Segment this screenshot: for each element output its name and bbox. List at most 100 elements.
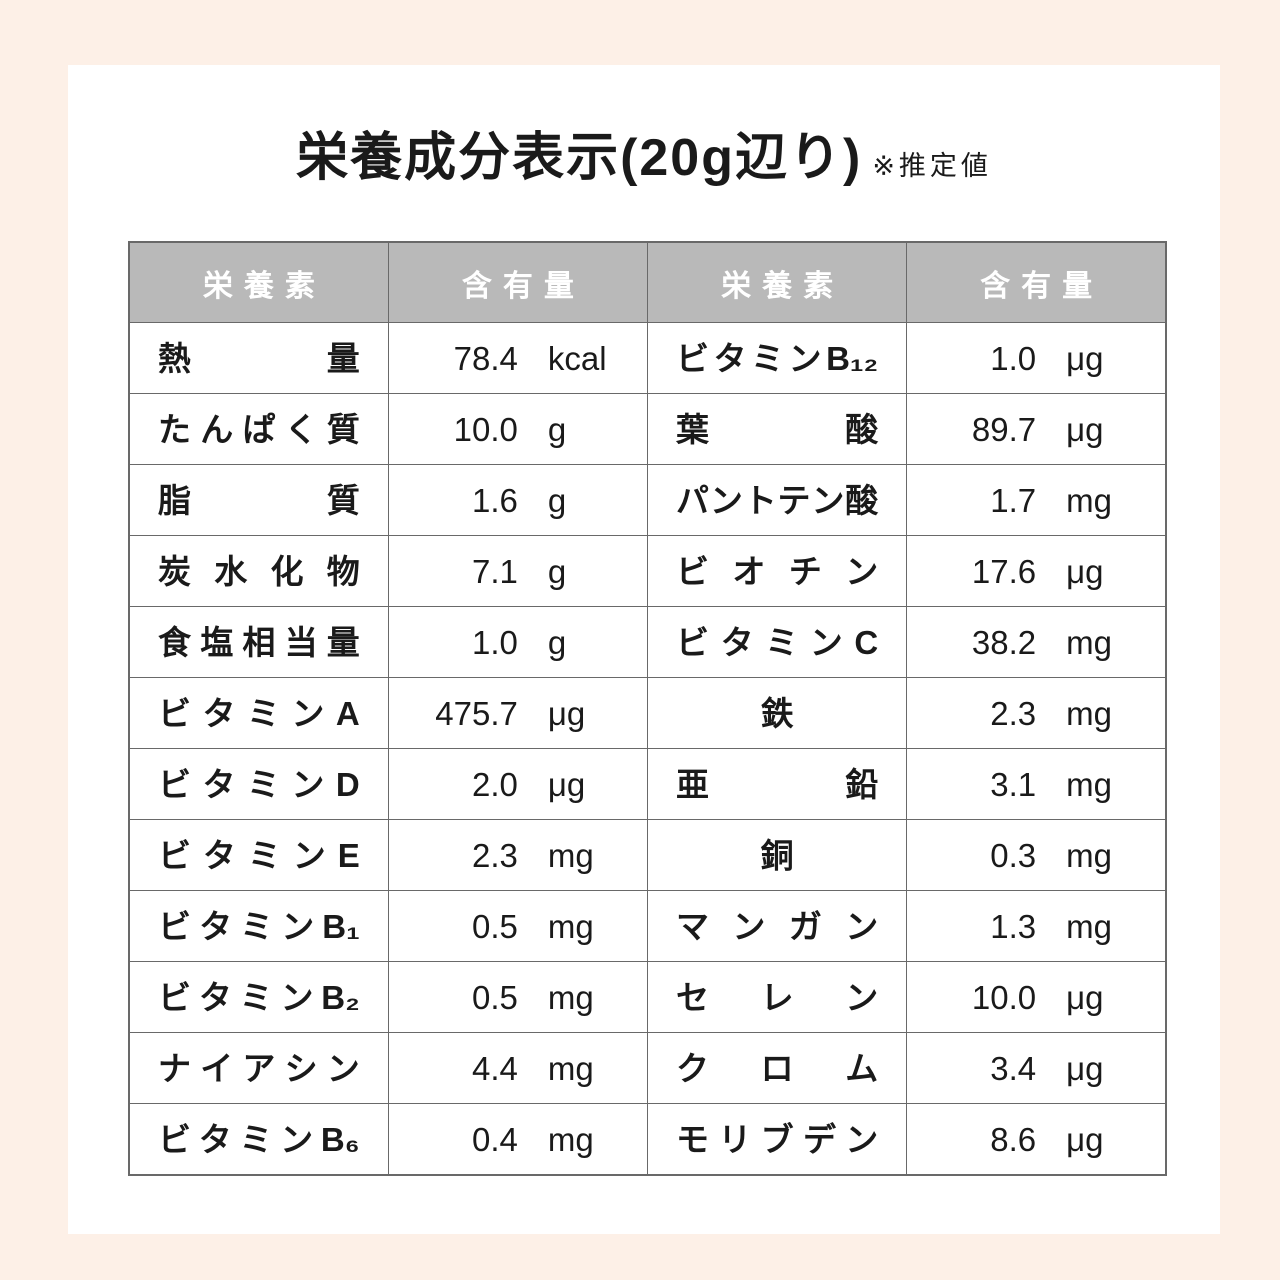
amount-unit: mg: [1066, 481, 1112, 519]
nutrient-name-char: ビ: [158, 978, 191, 1016]
nutrient-name-char: ミ: [246, 765, 280, 803]
nutrient-name-char: ぱ: [242, 410, 276, 448]
amount-value: 3.4: [990, 1049, 1037, 1087]
amount-value: 1.0: [472, 623, 518, 661]
nutrient-name-char: 酸: [845, 481, 879, 519]
nutrient-name-char: オ: [732, 552, 766, 590]
amount: 38.2 mg: [907, 626, 1165, 659]
nutrient-name-char: タ: [713, 339, 747, 377]
nutrient-name-char: 質: [326, 410, 360, 448]
amount: 2.3 mg: [907, 697, 1165, 730]
amount-unit: mg: [547, 907, 594, 945]
amount-cell: 1.3 mg: [906, 890, 1167, 962]
nutrient-name-char: ビ: [158, 765, 191, 803]
nutrient-name-cell: 熱量: [128, 322, 389, 394]
nutrient-name-char: ビ: [676, 552, 709, 590]
amount: 0.4 mg: [389, 1123, 647, 1156]
nutrient-name-char: 化: [270, 552, 304, 590]
amount-cell: 0.4 mg: [387, 1103, 649, 1176]
amount-cell: 2.3 mg: [387, 819, 649, 891]
amount-value: 78.4: [453, 339, 518, 377]
nutrient-name: ビオチン: [648, 555, 906, 588]
nutrient-name-cell: ビタミン B₁₂: [646, 322, 908, 394]
amount: 3.4 μg: [907, 1052, 1165, 1085]
nutrient-name-char: タ: [199, 907, 233, 945]
amount-cell: 8.6 μg: [906, 1103, 1167, 1176]
nutrient-name-char: ン: [280, 1120, 314, 1158]
amount-unit: mg: [1066, 694, 1112, 732]
amount-cell: 4.4 mg: [387, 1032, 649, 1104]
nutrient-name-cell: ナイアシン: [128, 1032, 389, 1104]
nutrient-name-char: ン: [845, 978, 879, 1016]
amount-value: 7.1: [472, 552, 518, 590]
table-row: ビタミン E 2.3 mg 銅 0.3 mg: [128, 819, 1167, 891]
amount-cell: 1.6 g: [387, 464, 649, 536]
amount-cell: 10.0 μg: [906, 961, 1167, 1033]
nutrient-name: 葉酸: [648, 413, 906, 446]
nutrient-name-char: ン: [280, 978, 314, 1016]
amount-value: 0.4: [472, 1120, 518, 1158]
nutrient-name-char: ビ: [158, 694, 191, 732]
amount-value: 0.5: [472, 907, 518, 945]
amount-cell: 89.7 μg: [906, 393, 1167, 465]
nutrient-name: 脂質: [130, 484, 388, 517]
nutrient-name: たんぱく質: [130, 413, 388, 446]
nutrient-name-cell: セレン: [646, 961, 908, 1033]
nutrient-name-char: 塩: [200, 623, 234, 661]
title-note: ※推定値: [872, 151, 992, 181]
nutrient-name: ビタミン B₆: [130, 1123, 388, 1156]
amount-cell: 1.0 g: [387, 606, 649, 678]
nutrient-name-char: モ: [676, 1120, 709, 1158]
amount-unit: mg: [547, 978, 594, 1016]
amount-value: 475.7: [435, 694, 518, 732]
amount-cell: 17.6 μg: [906, 535, 1167, 607]
nutrient-name: 熱量: [130, 342, 388, 375]
nutrient-name-cell: 脂質: [128, 464, 389, 536]
nutrient-name-char: 量: [326, 339, 360, 377]
page-title: 栄養成分表示(20g辺り): [296, 129, 863, 187]
nutrient-name-char: チ: [788, 552, 822, 590]
amount-unit: g: [547, 552, 567, 590]
amount-unit: kcal: [547, 339, 607, 377]
nutrient-name-char: 炭: [158, 552, 191, 590]
nutrient-name-char: ン: [809, 623, 843, 661]
nutrient-name-char: ミ: [239, 1120, 273, 1158]
amount-cell: 78.4 kcal: [387, 322, 649, 394]
amount-unit: μg: [1066, 552, 1104, 590]
amount: 2.0 μg: [389, 768, 647, 801]
amount-cell: 38.2 mg: [906, 606, 1167, 678]
amount-unit: μg: [1066, 410, 1104, 448]
column-header: 栄養素: [128, 241, 389, 323]
nutrient-name-char: タ: [202, 765, 236, 803]
nutrient-name-char: ン: [291, 765, 325, 803]
nutrient-name-cell: ビタミン B₂: [128, 961, 389, 1033]
nutrient-name-cell: 食塩相当量: [128, 606, 389, 678]
amount-unit: g: [547, 410, 567, 448]
nutrient-name-char: ビ: [676, 623, 709, 661]
amount-unit: mg: [547, 1049, 594, 1087]
nutrient-name: 亜鉛: [648, 768, 906, 801]
amount-value: 2.3: [472, 836, 518, 874]
nutrient-name-char: ミ: [247, 836, 281, 874]
nutrient-name-cell: ビタミン B₁: [128, 890, 389, 962]
nutrient-name: 炭水化物: [130, 555, 388, 588]
amount-value: 38.2: [971, 623, 1037, 661]
nutrient-name: モリブデン: [648, 1123, 906, 1156]
amount: 2.3 mg: [389, 839, 647, 872]
nutrient-name-char: 鉄: [760, 694, 794, 732]
nutrient-name-char: ン: [709, 481, 743, 519]
amount-cell: 2.0 μg: [387, 748, 649, 820]
nutrient-name-char: C: [854, 623, 879, 661]
nutrient-name-char: 相: [242, 623, 276, 661]
amount-unit: μg: [547, 694, 586, 732]
nutrient-name-char: B₂: [321, 978, 360, 1016]
table-row: ビタミン A 475.7 μg 鉄 2.3 mg: [128, 677, 1167, 749]
nutrient-name-char: タ: [720, 623, 754, 661]
nutrient-name-cell: パントテン酸: [646, 464, 908, 536]
amount-cell: 0.3 mg: [906, 819, 1167, 891]
nutrient-name-char: 食: [158, 623, 191, 661]
nutrient-name-char: ロ: [760, 1049, 794, 1087]
